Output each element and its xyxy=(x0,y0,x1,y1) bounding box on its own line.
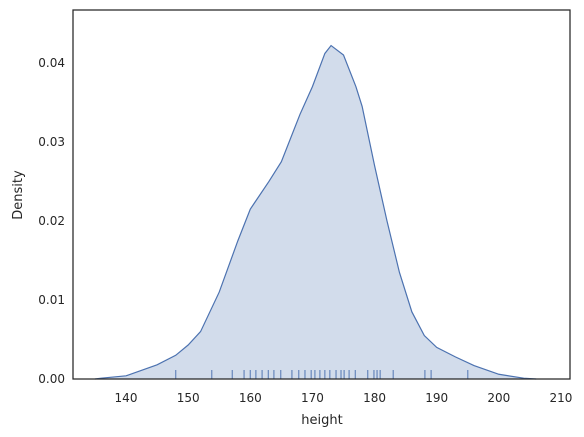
x-tick-label: 150 xyxy=(177,391,200,405)
x-tick-label: 160 xyxy=(239,391,262,405)
y-tick-label: 0.04 xyxy=(38,56,65,70)
x-tick-label: 180 xyxy=(363,391,386,405)
x-tick-label: 170 xyxy=(301,391,324,405)
y-tick-label: 0.00 xyxy=(38,372,65,386)
y-axis-label: Density xyxy=(11,170,26,220)
density-line xyxy=(94,44,537,380)
x-tick-label: 210 xyxy=(550,391,573,405)
y-tick-label: 0.03 xyxy=(38,135,65,149)
plot-frame xyxy=(72,9,571,380)
density-area xyxy=(94,45,537,380)
x-tick-label: 190 xyxy=(425,391,448,405)
y-tick-label: 0.01 xyxy=(38,293,65,307)
x-axis-label: height xyxy=(301,413,342,428)
y-tick-label: 0.02 xyxy=(38,214,65,228)
x-tick-label: 200 xyxy=(487,391,510,405)
x-tick-label: 140 xyxy=(115,391,138,405)
